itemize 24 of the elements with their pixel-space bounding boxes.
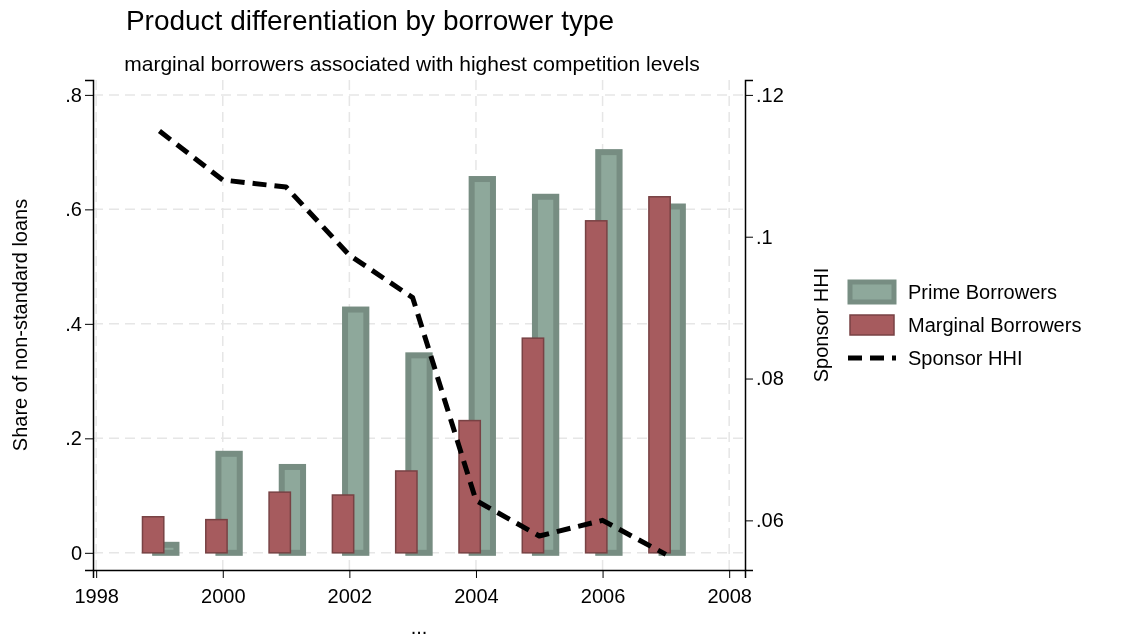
y-axis-title: Share of non-standard loans xyxy=(9,198,31,452)
y2-tick-label: .1 xyxy=(756,225,773,248)
chart-title: Product differentiation by borrower type xyxy=(125,5,615,36)
x-tick-label: 2004 xyxy=(454,585,499,607)
x-tick-label: 2002 xyxy=(327,585,373,607)
legend-label: Marginal Borrowers xyxy=(908,314,1082,336)
chart-subtitle: marginal borrowers associated with highest competition levels xyxy=(124,52,700,75)
x-tick-label: 2000 xyxy=(201,585,246,607)
legend-label: Sponsor HHI xyxy=(908,347,1023,369)
x-tick-label: 2006 xyxy=(580,585,626,607)
bar xyxy=(331,494,355,554)
legend-label: Prime Borrowers xyxy=(908,281,1057,303)
y-tick-label: .6 xyxy=(65,198,82,221)
y-tick-label: .4 xyxy=(65,312,82,335)
y2-tick-label: .06 xyxy=(756,509,784,532)
y-tick-label: 0 xyxy=(70,541,82,564)
y2-tick-label: .08 xyxy=(756,367,784,390)
x-tick-label: 2008 xyxy=(707,585,752,607)
y2-tick-label: .12 xyxy=(756,83,784,106)
y2-axis-title: Sponsor HHI xyxy=(810,267,832,383)
x-axis-title: ... xyxy=(410,616,428,638)
y-tick-label: .8 xyxy=(65,83,82,106)
y-tick-label: .2 xyxy=(65,427,82,450)
x-tick-label: 1998 xyxy=(74,585,119,607)
